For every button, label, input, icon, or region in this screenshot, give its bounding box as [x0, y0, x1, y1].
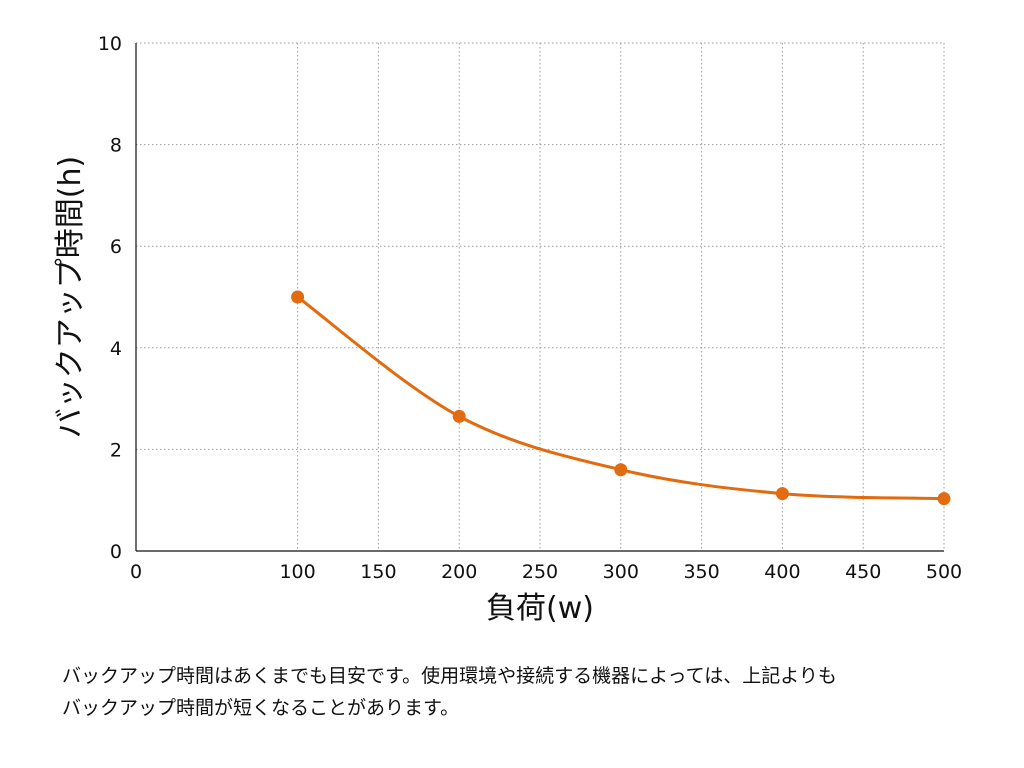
- x-tick-label: 200: [441, 561, 477, 583]
- y-tick-label: 0: [110, 541, 122, 563]
- data-point: [937, 492, 951, 506]
- note-line-1: バックアップ時間はあくまでも目安です。使用環境や接続する機器によっては、上記より…: [62, 665, 837, 687]
- x-tick-label: 250: [522, 561, 558, 583]
- x-axis-title: 負荷(w): [486, 591, 594, 626]
- x-tick-label: 450: [845, 561, 881, 583]
- data-point: [452, 409, 466, 423]
- y-tick-label: 6: [110, 236, 122, 258]
- data-point: [291, 290, 305, 304]
- disclaimer-note: バックアップ時間はあくまでも目安です。使用環境や接続する機器によっては、上記より…: [62, 660, 1002, 724]
- y-tick-label: 10: [98, 33, 122, 55]
- y-tick-label: 2: [110, 439, 122, 461]
- data-point: [614, 463, 628, 477]
- x-tick-label: 0: [130, 561, 142, 583]
- data-point: [775, 487, 789, 501]
- note-line-2: バックアップ時間が短くなることがあります。: [62, 697, 460, 719]
- axes: [135, 43, 944, 552]
- x-tick-label: 350: [683, 561, 719, 583]
- y-axis-title: バックアップ時間(h): [53, 156, 88, 438]
- grid-lines: [136, 42, 945, 551]
- x-tick-label: 500: [926, 561, 962, 583]
- x-tick-label: 300: [603, 561, 639, 583]
- x-tick-label: 400: [764, 561, 800, 583]
- x-tick-label: 150: [360, 561, 396, 583]
- series-layer: [291, 290, 951, 506]
- x-tick-label: 100: [279, 561, 315, 583]
- y-tick-label: 4: [110, 338, 122, 360]
- y-tick-label: 8: [110, 135, 122, 157]
